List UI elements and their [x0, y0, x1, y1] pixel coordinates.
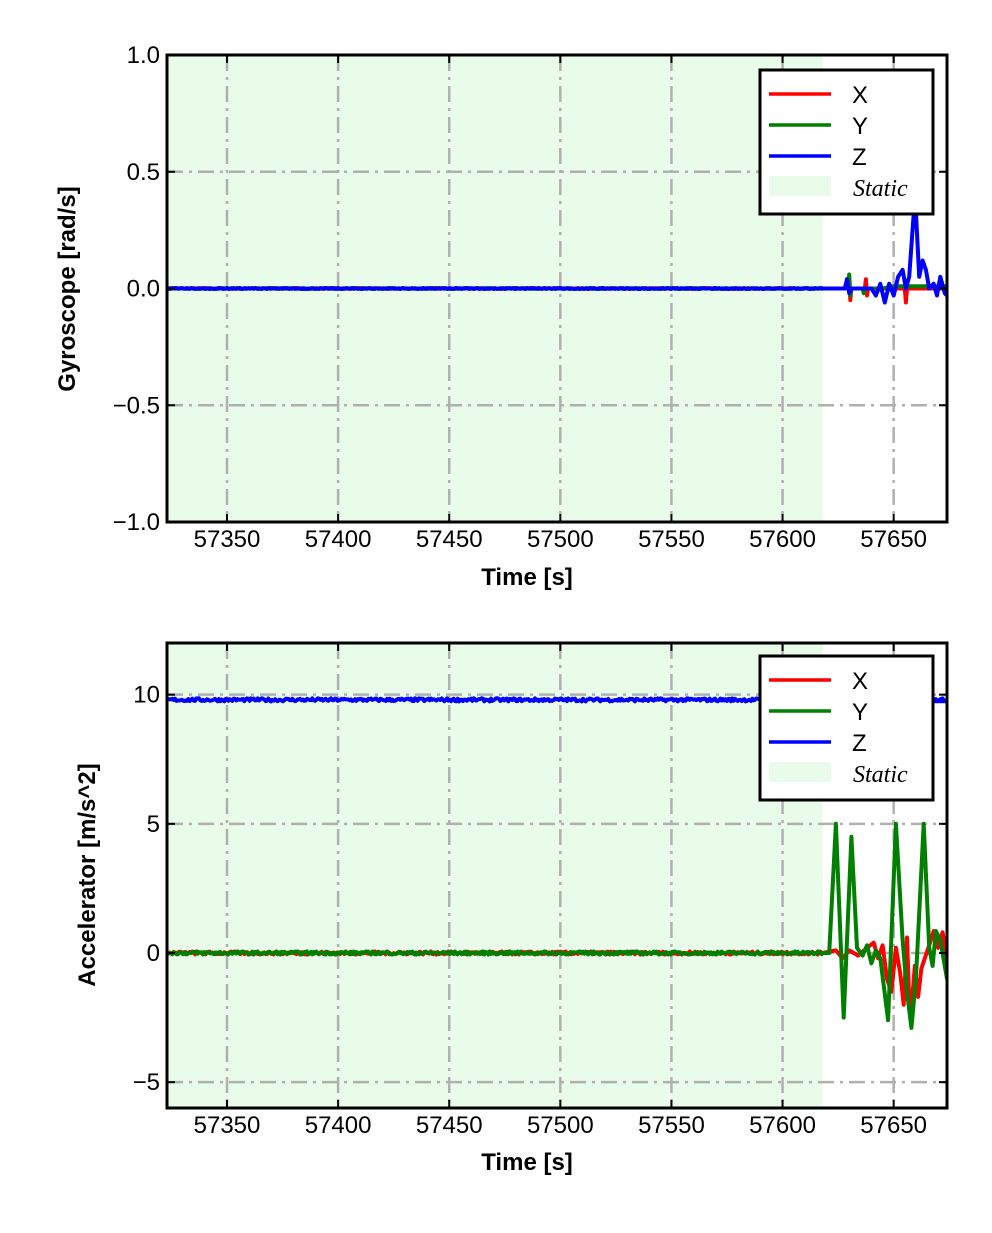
y-axis-label: Accelerator [m/s^2] — [74, 763, 101, 986]
y-tick-label: 1.0 — [127, 42, 160, 69]
legend-label-x: X — [852, 668, 868, 695]
legend-label-static: Static — [853, 762, 908, 788]
y-tick-label: −5 — [133, 1069, 160, 1096]
x-tick-label: 57650 — [860, 1112, 927, 1139]
subplot-accelerometer: 57350 57400 57450 57500 57550 57600 57650 10 5 0 −… — [74, 641, 949, 1176]
series-line-z — [167, 209, 947, 305]
x-tick-label: 57650 — [860, 526, 927, 553]
y-tick-label: 10 — [133, 682, 160, 709]
legend-label-z: Z — [852, 730, 867, 757]
x-axis-label: Time [s] — [481, 1149, 573, 1176]
legend: XYZ Static — [758, 654, 935, 802]
x-tick-label: 57400 — [305, 526, 372, 553]
y-tick-label: 0.0 — [127, 276, 160, 303]
y-tick-label: −0.5 — [113, 392, 160, 419]
y-tick-label: 0.5 — [127, 159, 160, 186]
axes-frame — [165, 641, 949, 1110]
legend-label-x: X — [852, 82, 868, 109]
x-tick-label: 57600 — [749, 1112, 816, 1139]
legend: XYZ Static — [758, 68, 935, 216]
series-lines — [167, 209, 947, 305]
x-tick-label: 57550 — [638, 1112, 705, 1139]
y-tick-label: 0 — [147, 940, 160, 967]
legend-swatch-static — [769, 762, 831, 782]
legend-label-z: Z — [852, 144, 867, 171]
legend-label-static: Static — [853, 176, 908, 202]
legend-swatch-static — [769, 176, 831, 196]
y-tick-label: 5 — [147, 811, 160, 838]
legend-label-y: Y — [852, 113, 868, 140]
y-tick-label: −1.0 — [113, 509, 160, 536]
x-tick-label: 57550 — [638, 526, 705, 553]
x-tick-label: 57450 — [416, 1112, 483, 1139]
x-tick-label: 57350 — [194, 1112, 261, 1139]
x-axis-label: Time [s] — [481, 564, 573, 591]
subplot-gyroscope: 57350 57400 57450 57500 57550 57600 57650 1.0 0.… — [54, 42, 949, 591]
x-tick-label: 57400 — [305, 1112, 372, 1139]
x-tick-label: 57500 — [527, 526, 594, 553]
x-tick-label: 57500 — [527, 1112, 594, 1139]
legend-label-y: Y — [852, 699, 868, 726]
x-tick-label: 57600 — [749, 526, 816, 553]
static-region — [167, 643, 823, 1108]
y-axis-label: Gyroscope [rad/s] — [54, 186, 81, 391]
x-tick-label: 57450 — [416, 526, 483, 553]
x-tick-label: 57350 — [194, 526, 261, 553]
series-line-y — [167, 821, 947, 1030]
